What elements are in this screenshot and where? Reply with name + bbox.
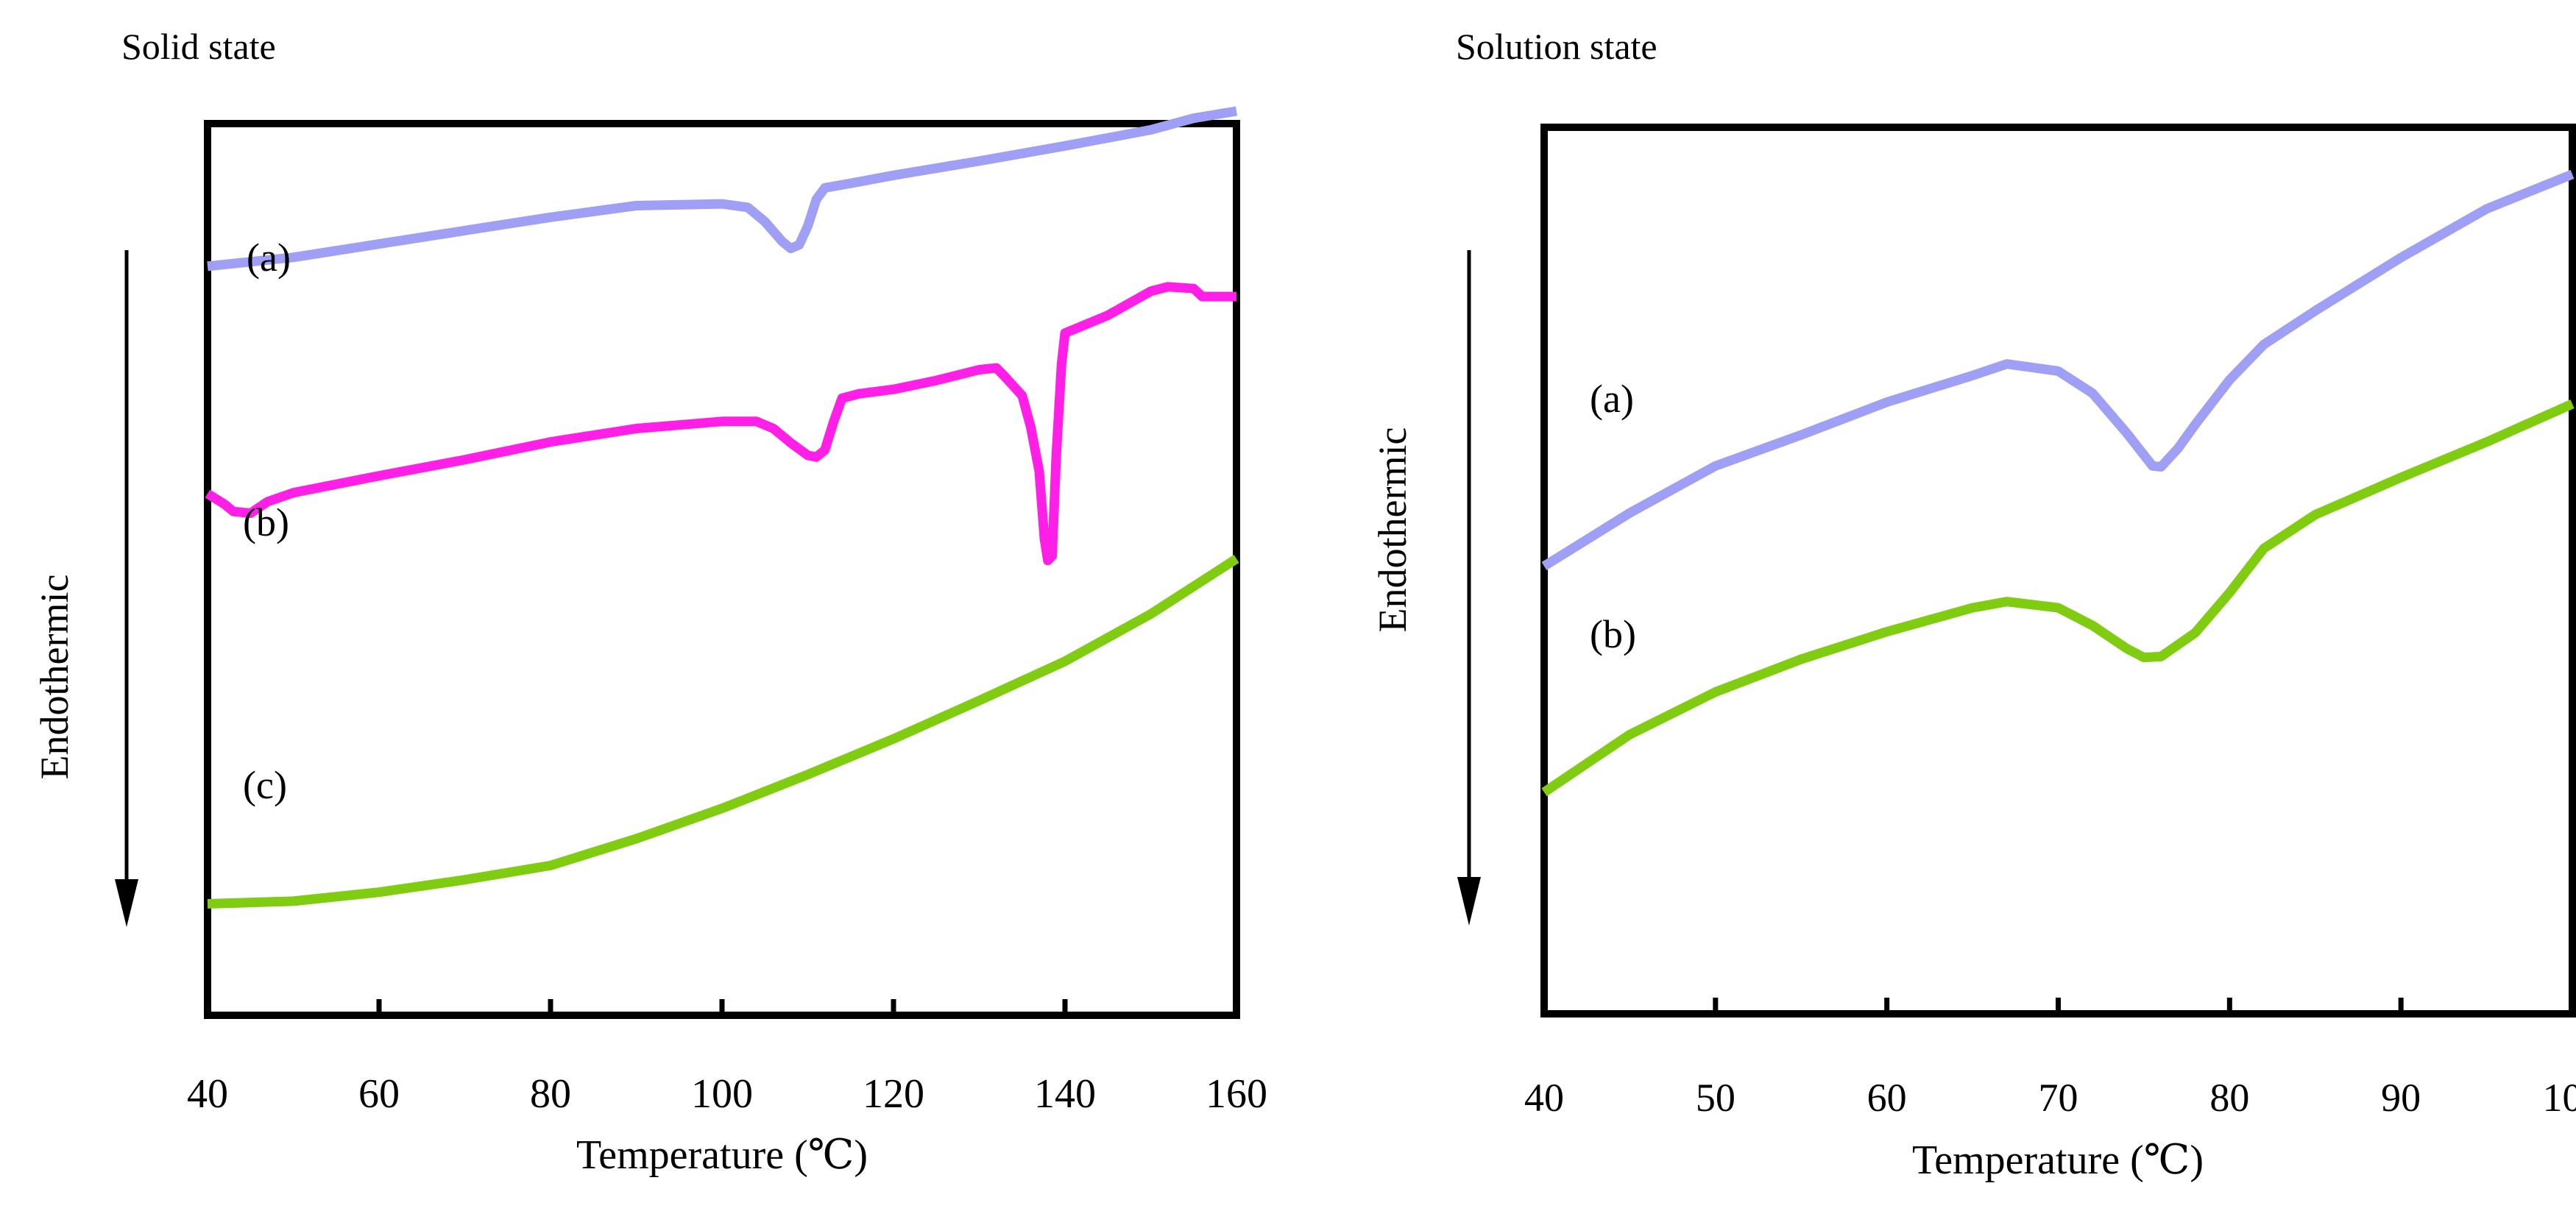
series-line-a — [207, 106, 1238, 271]
x-tick-label: 40 — [1524, 1076, 1564, 1120]
x-tick-label: 80 — [2209, 1076, 2249, 1120]
arrow-head-solid — [115, 879, 138, 927]
arrow-head-solution — [1457, 877, 1481, 926]
curve-label-b-solid: (b) — [243, 500, 289, 544]
x-tick-label: 40 — [187, 1071, 228, 1117]
x-tick-label: 50 — [1696, 1076, 1735, 1120]
curve-label-c-solid: (c) — [243, 763, 287, 807]
x-tick-labels-solution: 40 50 60 70 80 90 100 — [1524, 1076, 2576, 1120]
x-axis-label-solution: Temperature (℃) — [1912, 1137, 2204, 1183]
y-axis-label-solution: Endothermic — [1370, 427, 1415, 633]
panel-title-solution: Solution state — [1456, 26, 1657, 67]
x-tick-label: 120 — [863, 1071, 924, 1117]
series-solution — [1541, 169, 2575, 797]
plot-frame-solid — [204, 120, 1240, 1019]
x-tick-label: 70 — [2039, 1076, 2078, 1120]
x-tick-label: 90 — [2381, 1076, 2421, 1120]
panel-title-solid: Solid state — [121, 26, 276, 67]
series-line-b — [1541, 399, 2575, 797]
plot-frame-solution — [1540, 124, 2576, 1018]
series-line-c — [207, 555, 1239, 909]
x-tick-label: 80 — [530, 1071, 571, 1117]
x-tick-label: 60 — [358, 1071, 400, 1117]
x-tick-label: 140 — [1034, 1071, 1096, 1117]
endothermic-arrow-solid — [115, 250, 138, 927]
curve-label-b-solution: (b) — [1590, 612, 1636, 656]
y-axis-label-solid: Endothermic — [32, 575, 77, 780]
x-tick-label: 160 — [1206, 1071, 1267, 1117]
curve-label-a-solution: (a) — [1590, 377, 1634, 421]
panel-solution-state: Solution state Endothermic 40 50 60 70 80 90 1… — [1370, 26, 2576, 1183]
endothermic-arrow-solution — [1457, 250, 1481, 926]
x-tick-labels-solid: 40 60 80 100 120 140 160 — [187, 1071, 1267, 1117]
x-tick-label: 100 — [691, 1071, 753, 1117]
x-ticks-solid — [205, 999, 1239, 1015]
x-axis-label-solid: Temperature (℃) — [576, 1132, 868, 1178]
series-line-a — [1541, 169, 2575, 571]
panel-solid-state: Solid state Endothermic 40 60 80 100 120 140 1… — [32, 26, 1267, 1178]
x-ticks-solution — [1541, 998, 2575, 1014]
series-solid — [205, 106, 1239, 909]
curve-label-a-solid: (a) — [247, 235, 291, 280]
x-tick-label: 100 — [2543, 1076, 2576, 1120]
x-tick-label: 60 — [1867, 1076, 1907, 1120]
series-line-b — [205, 282, 1236, 566]
